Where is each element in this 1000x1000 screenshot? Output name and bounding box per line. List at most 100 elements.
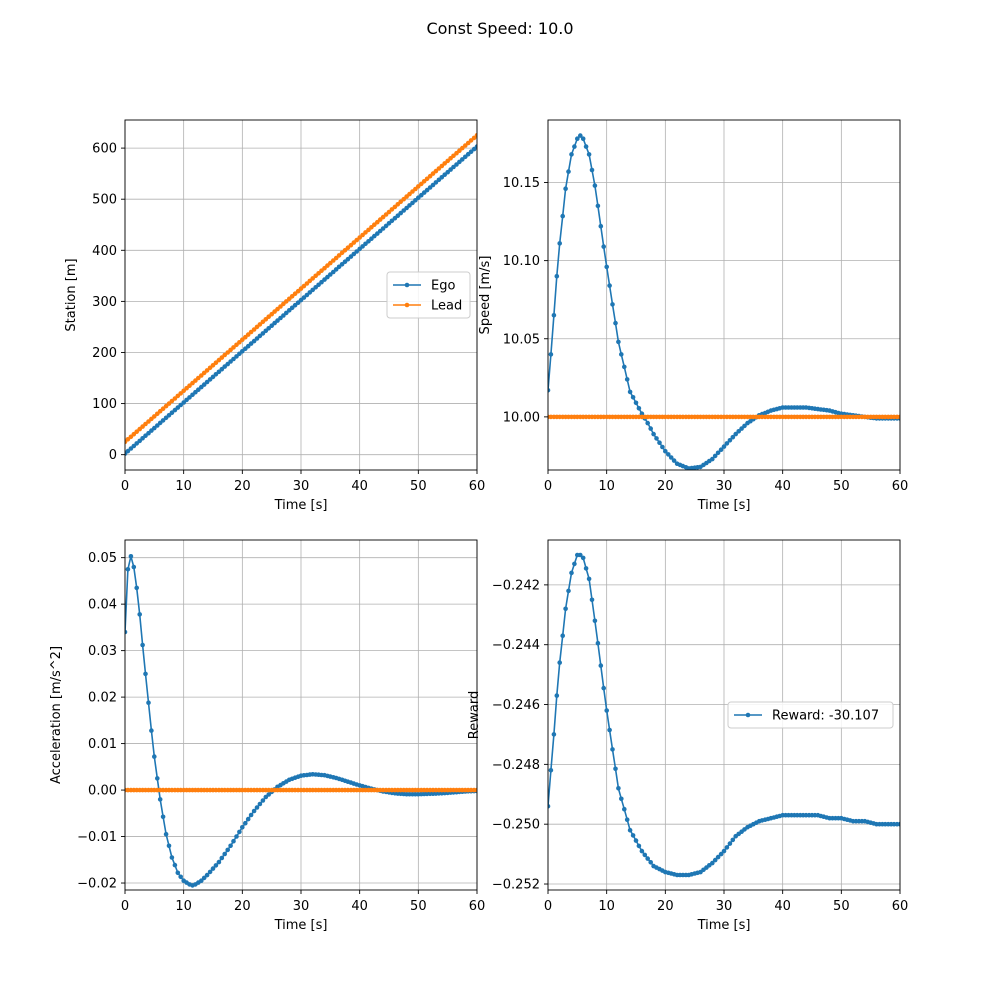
data-point bbox=[610, 302, 615, 307]
data-point bbox=[243, 820, 248, 826]
data-point bbox=[125, 448, 131, 454]
data-point bbox=[257, 801, 263, 807]
y-tick-label: 500 bbox=[92, 193, 117, 208]
data-point bbox=[604, 264, 609, 270]
data-point bbox=[642, 852, 648, 858]
x-tick-label: 50 bbox=[410, 479, 427, 494]
x-tick-label: 20 bbox=[657, 479, 674, 494]
data-point bbox=[284, 299, 289, 304]
data-point bbox=[172, 862, 178, 868]
x-tick-label: 0 bbox=[121, 479, 129, 494]
x-tick-label: 20 bbox=[234, 479, 251, 494]
legend-label: Ego bbox=[431, 279, 455, 294]
data-point bbox=[592, 618, 598, 624]
data-point bbox=[284, 310, 289, 316]
data-point bbox=[131, 564, 137, 570]
data-point bbox=[580, 136, 586, 141]
data-point bbox=[199, 878, 204, 883]
data-point bbox=[651, 431, 656, 437]
data-point bbox=[730, 434, 736, 440]
data-point bbox=[237, 829, 242, 835]
data-point bbox=[204, 872, 210, 878]
y-axis-label: Speed [m/s] bbox=[478, 256, 493, 335]
data-point bbox=[152, 414, 157, 419]
data-point bbox=[583, 566, 589, 571]
data-point bbox=[619, 796, 624, 802]
data-point bbox=[730, 837, 736, 843]
y-tick-label: 0.02 bbox=[88, 691, 117, 706]
data-point bbox=[474, 144, 477, 149]
y-tick-label: 0.04 bbox=[88, 598, 117, 613]
data-point bbox=[201, 875, 207, 881]
data-point bbox=[554, 273, 560, 279]
data-point bbox=[187, 383, 192, 389]
data-point bbox=[589, 597, 595, 603]
data-point bbox=[169, 855, 175, 860]
data-point bbox=[275, 318, 280, 323]
data-point bbox=[169, 410, 175, 416]
data-point bbox=[671, 458, 677, 463]
data-point bbox=[657, 440, 662, 446]
chart-panel-3: 0 10 20 30 40 50 60 −0.02 −0.01 0.00 0.01 0.02 0.03 0… bbox=[49, 539, 485, 933]
data-point bbox=[234, 834, 239, 839]
data-point bbox=[175, 870, 181, 876]
data-point bbox=[474, 787, 477, 793]
y-tick-label: −0.250 bbox=[492, 818, 540, 833]
data-point bbox=[231, 356, 236, 362]
data-point bbox=[424, 176, 430, 182]
plot-area bbox=[125, 133, 477, 456]
data-point bbox=[207, 869, 213, 875]
series-lead bbox=[125, 787, 477, 793]
data-point bbox=[578, 133, 583, 138]
legend-label: Reward: -30.107 bbox=[772, 709, 879, 724]
y-tick-label: 0.03 bbox=[88, 644, 117, 659]
data-point bbox=[166, 843, 172, 849]
data-point bbox=[210, 866, 216, 871]
data-point bbox=[310, 276, 316, 281]
data-point bbox=[548, 768, 554, 773]
data-point bbox=[468, 149, 474, 154]
x-axis-label: Time [s] bbox=[697, 498, 751, 513]
data-point bbox=[627, 827, 633, 833]
data-point bbox=[627, 389, 633, 395]
data-point bbox=[727, 841, 733, 846]
data-point bbox=[354, 237, 360, 243]
data-point bbox=[354, 249, 360, 254]
series-lead bbox=[548, 414, 900, 420]
plot-area bbox=[548, 552, 900, 878]
data-point bbox=[551, 313, 557, 318]
data-point bbox=[160, 814, 166, 820]
data-point bbox=[633, 400, 639, 406]
data-point bbox=[616, 786, 621, 791]
legend-marker bbox=[404, 282, 410, 288]
data-point bbox=[724, 441, 730, 446]
x-tick-label: 10 bbox=[175, 479, 192, 494]
data-point bbox=[742, 423, 747, 429]
data-point bbox=[157, 797, 163, 802]
data-point bbox=[260, 798, 266, 803]
y-tick-label: 0.01 bbox=[88, 737, 117, 752]
data-point bbox=[219, 855, 225, 861]
data-point bbox=[424, 187, 430, 193]
data-point bbox=[557, 241, 562, 246]
plot-area bbox=[548, 133, 900, 470]
data-point bbox=[607, 283, 612, 288]
data-point bbox=[266, 792, 272, 797]
data-point bbox=[248, 812, 254, 818]
data-point bbox=[575, 136, 580, 141]
legend-label: Lead bbox=[431, 299, 462, 314]
data-point bbox=[572, 144, 577, 149]
data-point bbox=[592, 183, 598, 188]
data-point bbox=[610, 747, 615, 752]
data-point bbox=[586, 576, 592, 582]
x-tick-label: 0 bbox=[544, 479, 552, 494]
y-tick-label: 600 bbox=[92, 142, 117, 157]
data-point bbox=[204, 368, 210, 373]
data-point bbox=[619, 352, 624, 357]
data-point bbox=[598, 223, 604, 229]
data-point bbox=[733, 431, 738, 437]
data-point bbox=[380, 214, 386, 220]
data-point bbox=[724, 845, 730, 850]
figure-title: Const Speed: 10.0 bbox=[426, 19, 573, 38]
data-point bbox=[630, 395, 636, 400]
